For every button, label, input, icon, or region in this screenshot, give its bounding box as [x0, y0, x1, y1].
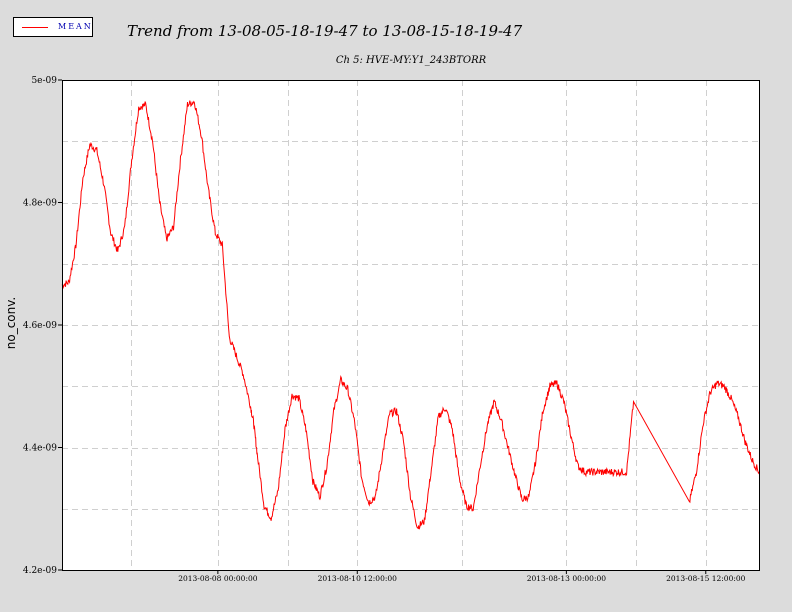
chart-title: Trend from 13-08-05-18-19-47 to 13-08-15… [127, 22, 523, 40]
y-tick-label: 4.8e-09 [23, 199, 57, 209]
x-tick-label: 2013-08-15 12:00:00 [666, 574, 746, 583]
x-tick-label: 2013-08-08 00:00:00 [178, 574, 258, 583]
y-tick-label: 5e-09 [31, 76, 57, 86]
series-line-mean [61, 100, 760, 530]
y-tick-label: 4.4e-09 [23, 444, 57, 454]
y-tick-label: 4.2e-09 [23, 566, 57, 576]
legend-swatch [22, 27, 48, 28]
legend-label: MEAN [58, 22, 93, 31]
legend-box: MEAN [13, 17, 93, 37]
x-tick-label: 2013-08-10 12:00:00 [318, 574, 398, 583]
chart-subtitle: Ch 5: HVE-MY:Y1_243BTORR [335, 55, 487, 66]
plot-frame [62, 80, 760, 571]
x-tick-label: 2013-08-13 00:00:00 [527, 574, 607, 583]
y-tick-label: 4.6e-09 [23, 321, 57, 331]
